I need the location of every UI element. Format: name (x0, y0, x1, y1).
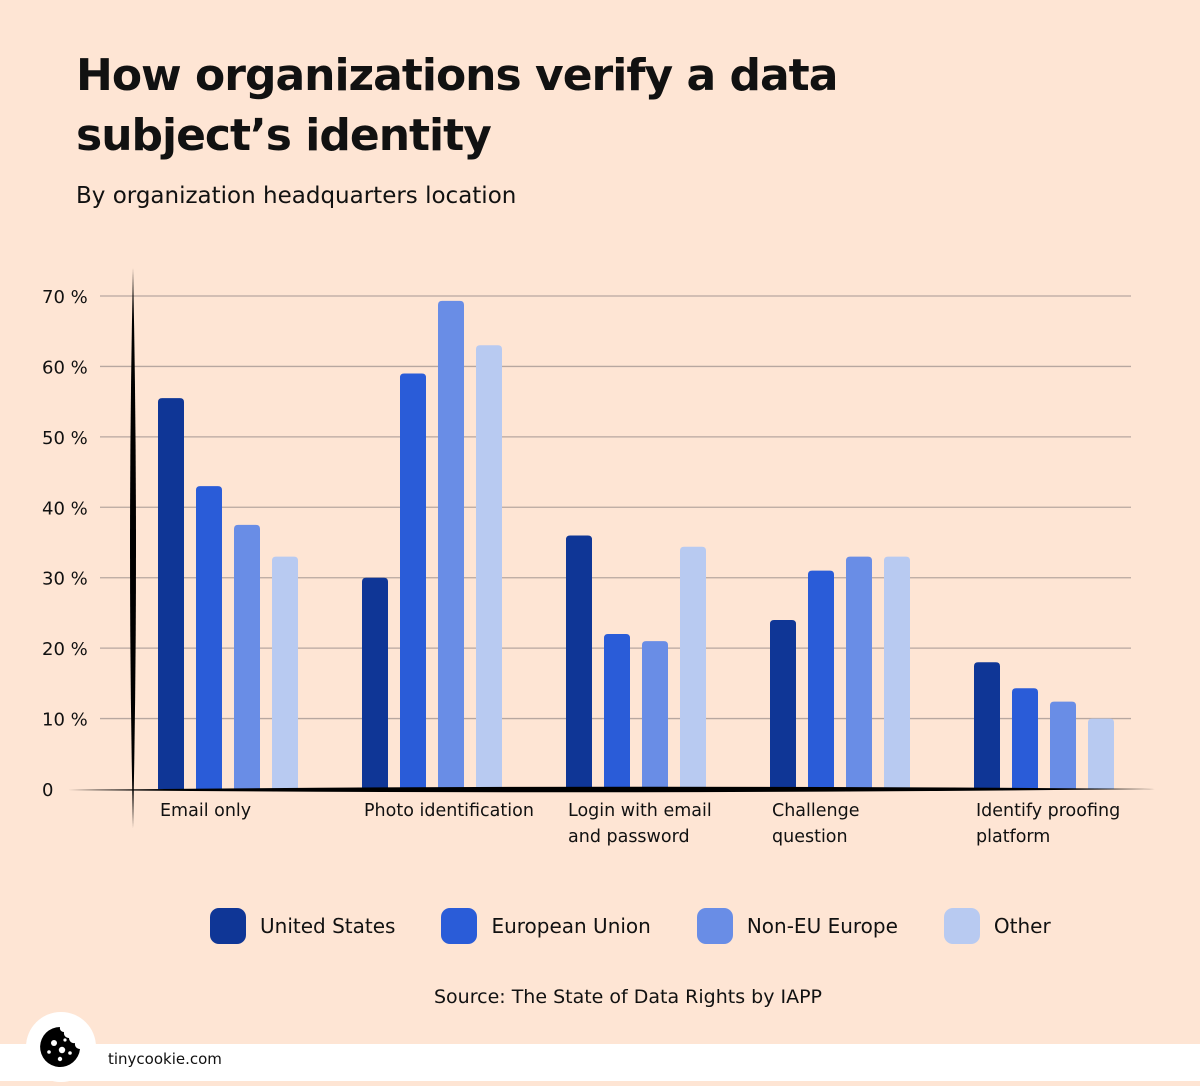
legend-label: European Union (491, 914, 651, 938)
bar-united-states (362, 577, 388, 789)
bar-other (1088, 718, 1114, 789)
bar-other (272, 556, 298, 789)
y-tick-label: 30 % (42, 569, 88, 590)
logo-bubble (26, 1012, 96, 1082)
x-tick-label: Challenge (772, 801, 860, 821)
x-tick-label: Identify proofing (976, 801, 1120, 821)
x-axis (68, 786, 1155, 793)
bar-non-eu-europe (234, 524, 260, 789)
y-tick-label: 0 (42, 780, 53, 801)
cookie-icon (40, 1027, 80, 1067)
bar-non-eu-europe (846, 556, 872, 789)
bar-other (476, 345, 502, 789)
bar-other (884, 556, 910, 789)
legend-swatch (943, 908, 980, 944)
x-tick-label: question (772, 827, 848, 847)
bar-united-states (566, 535, 592, 789)
legend-swatch (441, 908, 478, 944)
x-tick-label: Login with email (568, 801, 712, 821)
y-tick-label: 70 % (42, 287, 88, 308)
bar-european-union (808, 570, 834, 789)
y-tick-label: 20 % (42, 639, 88, 660)
footer-bar (0, 1044, 1200, 1081)
legend-item: United States (210, 908, 395, 944)
bar-non-eu-europe (438, 300, 464, 789)
x-tick-label: and password (568, 827, 690, 847)
bar-united-states (770, 619, 796, 789)
legend-item: European Union (441, 908, 651, 944)
legend-label: Other (993, 914, 1051, 938)
x-tick-label: platform (976, 827, 1050, 847)
source-note: Source: The State of Data Rights by IAPP (434, 986, 822, 1008)
bar-chart: 0 10 % 20 % 30 % 40 % 50 % 60 % 70 % Email only P… (42, 268, 1155, 847)
x-tick-label: Photo identification (364, 801, 534, 821)
legend: United States European Union Non-EU Europe… (210, 908, 1051, 944)
bar-non-eu-europe (1050, 701, 1076, 789)
bar-other (680, 546, 706, 789)
chart-subtitle: By organization headquarters location (76, 183, 517, 209)
bar-european-union (604, 634, 630, 789)
site-link[interactable]: tinycookie.com (108, 1050, 222, 1068)
bar-united-states (158, 398, 184, 789)
bar-european-union (400, 373, 426, 789)
legend-swatch (696, 908, 733, 944)
legend-swatch (210, 908, 246, 944)
bar-non-eu-europe (642, 641, 668, 789)
y-tick-label: 40 % (42, 498, 88, 519)
bar-united-states (974, 662, 1000, 789)
y-tick-label: 50 % (42, 428, 88, 449)
y-axis (130, 268, 136, 828)
y-tick-label: 60 % (42, 357, 88, 378)
y-tick-label: 10 % (42, 710, 88, 731)
bar-european-union (196, 486, 222, 789)
legend-item: Other (943, 908, 1051, 944)
chart-title: How organizations verify a data subject’… (76, 50, 838, 161)
legend-item: Non-EU Europe (696, 908, 898, 944)
x-tick-label: Email only (160, 801, 251, 821)
bar-european-union (1012, 688, 1038, 789)
legend-label: Non-EU Europe (746, 914, 898, 938)
legend-label: United States (260, 914, 396, 938)
